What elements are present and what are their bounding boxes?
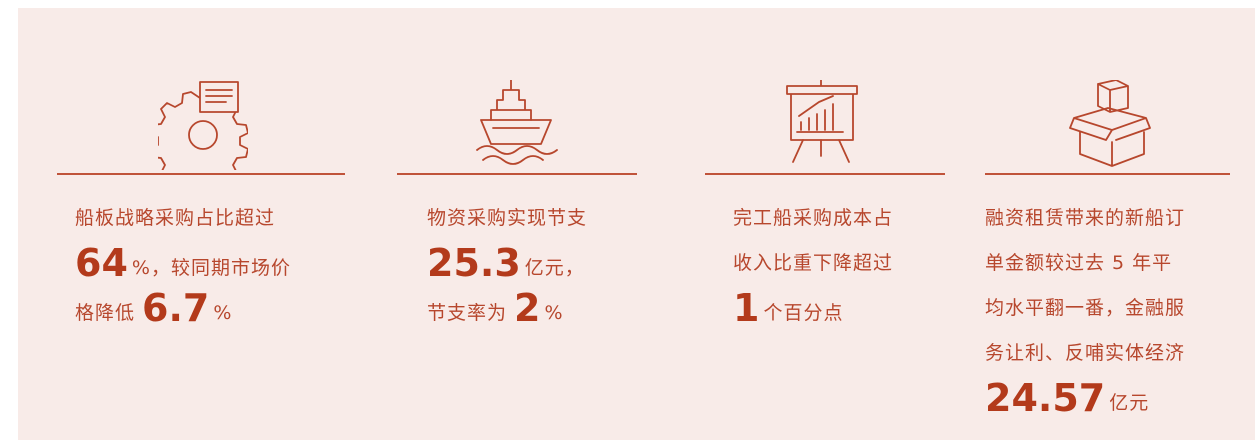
divider — [57, 173, 345, 175]
gear-icon — [158, 81, 248, 170]
box-icon — [1069, 80, 1151, 167]
text: % — [544, 302, 564, 324]
highlight-number: 2 — [514, 286, 541, 330]
highlight-number: 64 — [75, 241, 128, 285]
text-line: 均水平翻一番，金融服 — [985, 286, 1185, 331]
card-text: 物资采购实现节支 25.3 亿元， 节支率为 2% — [427, 196, 587, 331]
panel: 船板战略采购占比超过 64 %，较同期市场价 格降低 6.7% 物资采购实现节支 25.3… — [18, 8, 1255, 440]
text: 融资租赁带来的新船订 — [985, 207, 1186, 229]
highlight-number: 24.57 — [985, 376, 1106, 420]
text: 格降低 — [75, 302, 143, 324]
divider — [705, 173, 945, 175]
text: 节支率为 — [427, 302, 515, 324]
text-line: 格降低 6.7% — [75, 286, 291, 331]
text: 亿元， — [524, 257, 585, 279]
card-text: 完工船采购成本占 收入比重下降超过 1 个百分点 — [733, 196, 893, 331]
text: %，较同期市场价 — [131, 257, 291, 279]
text: 完工船采购成本占 — [733, 207, 894, 229]
text: 物资采购实现节支 — [427, 207, 588, 229]
ship-icon — [476, 80, 558, 165]
text-line: 64 %，较同期市场价 — [75, 241, 291, 286]
divider — [985, 173, 1230, 175]
text: % — [213, 302, 233, 324]
divider — [397, 173, 637, 175]
text: 务让利、反哺实体经济 — [985, 342, 1186, 364]
highlight-number: 6.7 — [142, 286, 210, 330]
text-line: 完工船采购成本占 — [733, 196, 893, 241]
text: 单金额较过去 5 年平 — [985, 252, 1173, 274]
text-line: 收入比重下降超过 — [733, 241, 893, 286]
board-icon — [786, 80, 858, 163]
text-line: 船板战略采购占比超过 — [75, 196, 291, 241]
text-line: 节支率为 2% — [427, 286, 587, 331]
text: 收入比重下降超过 — [733, 252, 894, 274]
text-line: 物资采购实现节支 — [427, 196, 587, 241]
text-line: 25.3 亿元， — [427, 241, 587, 286]
text-line: 务让利、反哺实体经济 — [985, 331, 1185, 376]
text: 船板战略采购占比超过 — [75, 207, 276, 229]
text: 均水平翻一番，金融服 — [985, 297, 1186, 319]
text-line: 融资租赁带来的新船订 — [985, 196, 1185, 241]
text-line: 1 个百分点 — [733, 286, 893, 331]
card-text: 融资租赁带来的新船订 单金额较过去 5 年平 均水平翻一番，金融服 务让利、反哺实体经… — [985, 196, 1185, 421]
card-text: 船板战略采购占比超过 64 %，较同期市场价 格降低 6.7% — [75, 196, 291, 331]
text: 亿元 — [1109, 392, 1150, 414]
text-line: 单金额较过去 5 年平 — [985, 241, 1185, 286]
text-line: 24.57 亿元 — [985, 376, 1185, 421]
highlight-number: 25.3 — [427, 241, 521, 285]
text: 个百分点 — [763, 302, 844, 324]
highlight-number: 1 — [733, 286, 760, 330]
